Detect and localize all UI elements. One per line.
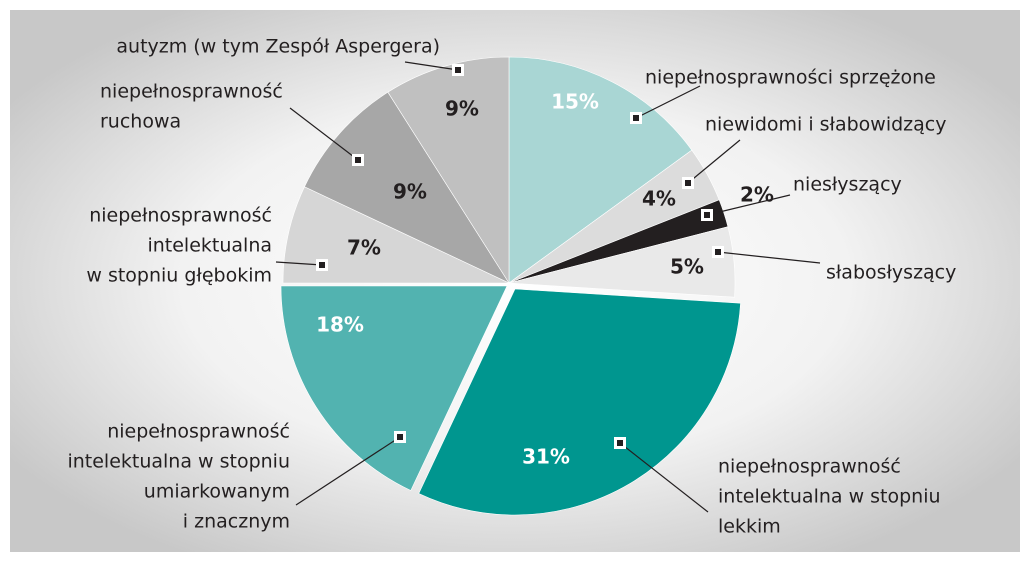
category-label: niewidomi i słabowidzący xyxy=(705,114,946,136)
pie xyxy=(280,56,741,516)
pie-slice xyxy=(387,56,510,285)
leader-marker-dot xyxy=(715,249,721,255)
leader-line xyxy=(275,261,323,266)
value-label: 18% xyxy=(316,313,364,337)
category-label: autyzm (w tym Zespół Aspergera) xyxy=(116,36,440,58)
annotations: 15% niepełnosprawności sprzężone 4% niewido… xyxy=(67,36,956,538)
value-label: 4% xyxy=(642,187,676,211)
category-label: niepełnosprawność xyxy=(100,81,283,103)
value-label: 9% xyxy=(445,97,479,121)
category-label: w stopniu głębokim xyxy=(86,265,272,287)
category-label: intelektualna xyxy=(147,235,272,257)
value-label: 5% xyxy=(670,255,704,279)
leader-marker-dot xyxy=(319,262,325,268)
pie-slice xyxy=(508,226,736,298)
leader-marker-dot xyxy=(704,212,710,218)
pie-slice xyxy=(418,288,741,516)
leader-line xyxy=(289,107,359,161)
leader-line xyxy=(619,442,709,513)
value-label: 31% xyxy=(522,445,570,469)
leader-marker-dot xyxy=(617,440,623,446)
category-label: słabosłyszący xyxy=(826,262,956,284)
category-label: niepełnosprawność xyxy=(89,205,272,227)
category-label: intelektualna w stopniu xyxy=(718,486,941,508)
category-label: niepełnosprawności sprzężone xyxy=(645,67,936,89)
value-label: 15% xyxy=(551,90,599,114)
pie-slice xyxy=(304,91,510,284)
leader-marker-dot xyxy=(455,67,461,73)
value-label: 7% xyxy=(347,236,381,260)
category-label: niesłyszący xyxy=(793,174,902,196)
leader-line xyxy=(717,251,821,264)
leader-line xyxy=(706,194,791,216)
category-label: lekkim xyxy=(718,516,781,538)
leader-marker-dot xyxy=(397,434,403,440)
leader-marker-dot xyxy=(355,157,361,163)
leader-line xyxy=(295,436,401,506)
category-label: i znacznym xyxy=(183,511,290,533)
leader-line xyxy=(687,139,741,184)
category-label: umiarkowanym xyxy=(144,481,290,503)
category-label: niepełnosprawność xyxy=(718,456,901,478)
value-label: 9% xyxy=(393,180,427,204)
category-label: niepełnosprawność xyxy=(107,421,290,443)
leader-line xyxy=(404,61,459,71)
leader-marker-dot xyxy=(633,115,639,121)
leader-marker-dot xyxy=(685,180,691,186)
category-label: intelektualna w stopniu xyxy=(67,451,290,473)
pie-slice xyxy=(280,285,508,491)
category-label: ruchowa xyxy=(100,111,181,133)
leader-line xyxy=(635,85,701,119)
